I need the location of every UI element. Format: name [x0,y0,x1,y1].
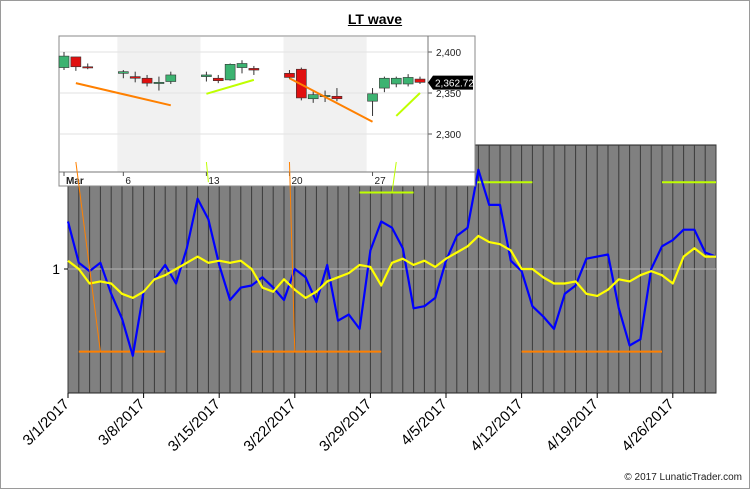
last-price-label: 2,362.72 [435,79,474,90]
candle-body [390,77,402,85]
candle-body [284,73,295,78]
inset-x-tick-label: 13 [208,176,220,187]
connector-line [391,161,397,193]
connector-line [75,161,101,352]
candle-body [367,93,378,102]
inset-y-tick-label: 2,350 [436,89,461,100]
x-tick-label: 3/8/2017 [95,396,148,449]
candle-body [70,56,82,68]
trendline [206,78,255,95]
candle-body [201,74,212,77]
inset-y-tick-label: 2,300 [436,130,461,141]
candle-body [248,68,260,71]
inset-x-tick-label: 6 [125,176,131,187]
inset-x-tick-label: 27 [375,176,387,187]
candle-body [212,77,224,81]
candle-body [307,94,319,100]
inset-x-tick-label: 20 [291,176,303,187]
x-tick-label: 4/12/2017 [467,396,526,455]
inset-candlestick-chart: 2,400 2,350 2,300 Mar 6 13 20 27 2,362.72 [58,35,476,352]
x-tick-label: 4/19/2017 [543,396,602,455]
x-tick-label: 3/29/2017 [316,396,375,455]
candle-body [82,66,94,69]
chart-title: LT wave [347,11,403,27]
candle-body [58,55,70,68]
last-price-flag [428,75,473,90]
candle-body [379,77,390,89]
trendline [289,77,373,123]
candle-body [331,95,343,100]
candle-body [153,82,165,84]
x-tick-label: 3/22/2017 [240,396,299,455]
trendline [75,82,172,107]
x-tick-label: 4/26/2017 [618,396,677,455]
candle-body [165,74,177,82]
connector-line [288,161,296,352]
copyright-notice: © 2017 LunaticTrader.com [624,472,742,483]
wave-line-yellow [67,234,716,299]
candle-body [236,63,248,68]
x-tick-label: 3/1/2017 [20,396,73,449]
inset-y-tick-label: 2,400 [436,48,461,59]
week-band [283,37,367,172]
y-tick-label: 1 [52,261,60,277]
candle-body [414,78,426,83]
candle-body [141,77,153,84]
wave-line-blue [66,168,717,357]
inset-x-tick-label: Mar [66,176,84,187]
candle-body [129,76,141,79]
candle-body [402,77,414,85]
trendline [395,92,421,117]
main-chart: 1 3/1/2017 3/8/2017 3/15/2017 3/22/2017 3/29/… [20,144,717,455]
x-tick-label: 3/15/2017 [165,396,224,455]
week-band [117,37,201,172]
candle-body [118,71,129,74]
candle-body [224,64,236,81]
x-tick-label: 4/5/2017 [398,396,451,449]
connector-line [205,161,209,183]
